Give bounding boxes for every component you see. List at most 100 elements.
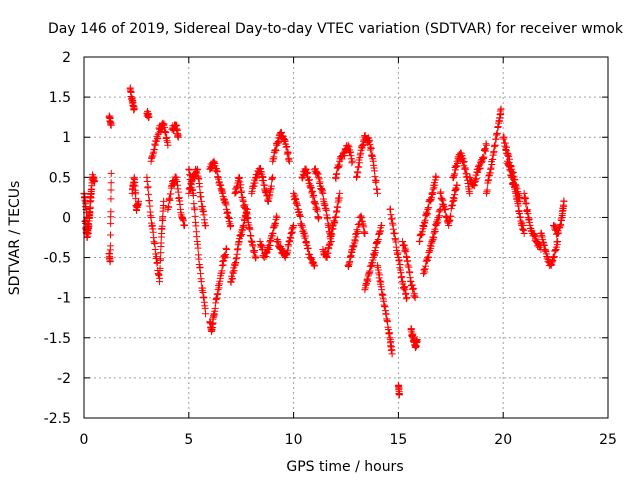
y-tick-label: -2.5 [44, 411, 71, 427]
data-point [431, 227, 439, 235]
data-point [166, 196, 174, 204]
data-point [403, 294, 411, 302]
data-point [269, 173, 277, 181]
x-tick-label: 5 [184, 432, 193, 448]
data-point [230, 267, 238, 275]
data-point [107, 208, 115, 216]
data-point [306, 176, 314, 184]
data-point [107, 231, 115, 239]
data-point [153, 253, 161, 261]
data-point [165, 203, 173, 211]
data-point [252, 254, 260, 262]
data-point [285, 157, 293, 165]
data-point [395, 390, 403, 398]
data-point [237, 181, 245, 189]
data-point [106, 258, 114, 266]
data-point [290, 221, 298, 229]
x-tick-label: 20 [494, 432, 512, 448]
data-point [144, 183, 152, 191]
data-point [227, 278, 235, 286]
data-point [87, 189, 95, 197]
data-point [388, 350, 396, 358]
y-axis-label: SDTVAR / TECUs [7, 181, 23, 296]
data-point [246, 225, 254, 233]
data-point [348, 157, 356, 165]
data-point [228, 274, 236, 282]
x-tick-labels: 0 5 10 15 20 25 [80, 432, 617, 448]
data-point [361, 229, 369, 237]
data-point [376, 271, 384, 279]
data-point [174, 133, 182, 141]
y-tick-label: 1 [62, 130, 71, 146]
y-tick-label: 0.5 [49, 170, 71, 186]
data-point [453, 181, 461, 189]
data-point [202, 310, 210, 318]
data-point [107, 195, 115, 203]
data-point [259, 246, 267, 254]
y-tick-labels: 2 1.5 1 0.5 0 -0.5 -1 -1.5 -2 -2.5 [44, 50, 71, 427]
data-point [223, 246, 231, 254]
data-point [86, 203, 94, 211]
data-point [296, 213, 304, 221]
x-tick-label: 15 [389, 432, 407, 448]
x-tick-label: 25 [599, 432, 617, 448]
data-point [367, 144, 375, 152]
data-point [167, 190, 175, 198]
y-tick-label: -1 [57, 291, 71, 307]
data-point [520, 229, 528, 237]
data-point [441, 206, 449, 214]
data-point [189, 191, 197, 199]
data-points [80, 84, 568, 399]
data-point [480, 153, 488, 161]
data-point [191, 206, 199, 214]
data-point [196, 263, 204, 271]
data-point [395, 256, 403, 264]
data-point [493, 129, 501, 137]
data-point [497, 105, 505, 113]
y-tick-label: -0.5 [44, 251, 71, 267]
data-point [151, 240, 159, 248]
plot-frame [83, 56, 609, 419]
data-point [272, 147, 280, 155]
data-point [472, 175, 480, 183]
data-point [360, 223, 368, 231]
data-point [373, 189, 381, 197]
data-point [186, 185, 194, 193]
data-point [202, 221, 210, 229]
data-point [304, 169, 312, 177]
data-point [284, 149, 292, 157]
data-point [222, 251, 230, 259]
data-point [240, 223, 248, 231]
data-point [107, 220, 115, 228]
data-point [447, 212, 455, 220]
data-point [157, 249, 165, 257]
data-point [413, 338, 421, 346]
y-tick-label: 1.5 [49, 90, 71, 106]
data-point [243, 208, 251, 216]
data-point [324, 249, 332, 257]
y-tick-label: -1.5 [44, 331, 71, 347]
data-point [315, 213, 323, 221]
data-point [483, 186, 491, 194]
data-point [310, 192, 318, 200]
data-point [425, 204, 433, 212]
data-point [372, 177, 380, 185]
y-tick-label: 2 [62, 50, 71, 66]
data-point [250, 182, 258, 190]
data-point [160, 197, 168, 205]
data-point [466, 189, 474, 197]
x-axis-label: GPS time / hours [286, 459, 403, 475]
data-point [273, 213, 281, 221]
data-point [267, 182, 275, 190]
data-point [522, 199, 530, 207]
data-point [107, 169, 115, 177]
data-point [451, 170, 459, 178]
data-point [191, 212, 199, 220]
x-tick-label: 0 [80, 432, 89, 448]
data-point [157, 255, 165, 263]
data-point [418, 228, 426, 236]
data-point [560, 197, 568, 205]
data-point [146, 202, 154, 210]
